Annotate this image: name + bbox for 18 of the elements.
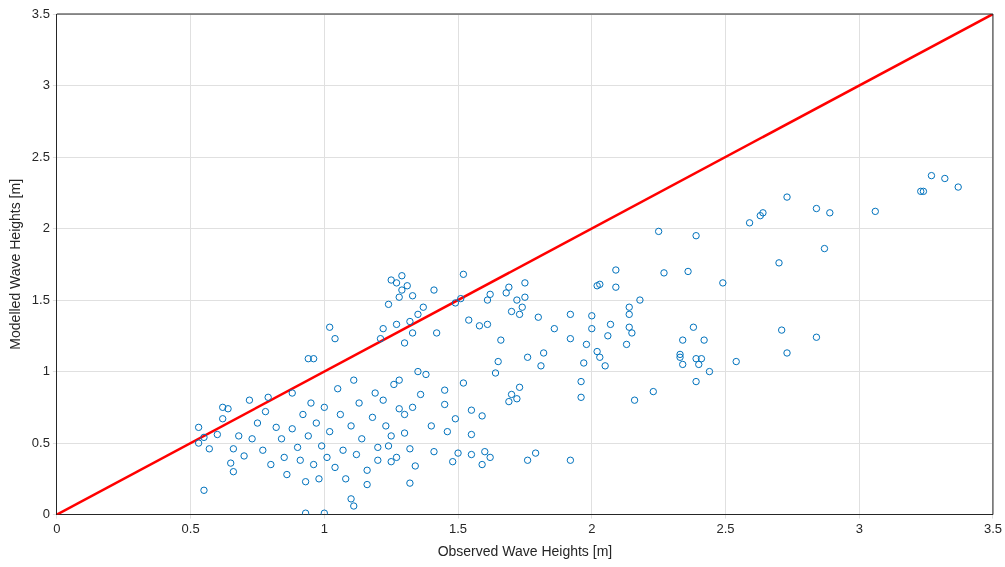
y-tick-label: 1.5 [31,291,50,307]
y-tick-label: 2.5 [31,148,50,164]
x-tick-label: 1 [320,520,328,536]
x-tick-label: 0 [53,520,61,536]
y-axis-title: Modelled Wave Heights [m] [7,178,24,350]
x-axis-title: Observed Wave Heights [m] [437,543,613,560]
y-tick-label: 3 [42,77,50,93]
x-tick-label: 2.5 [716,520,735,536]
y-tick-label: 0.5 [31,434,50,450]
x-tick-label: 0.5 [181,520,200,536]
x-tick-label: 3 [855,520,863,536]
y-tick-label: 1 [42,363,50,379]
y-tick-label: 0 [42,506,50,522]
y-tick-label: 2 [42,220,50,236]
y-tick-label: 3.5 [31,5,50,21]
x-tick-label: 1.5 [449,520,468,536]
x-tick-label: 2 [588,520,596,536]
x-tick-label: 3.5 [983,520,1002,536]
